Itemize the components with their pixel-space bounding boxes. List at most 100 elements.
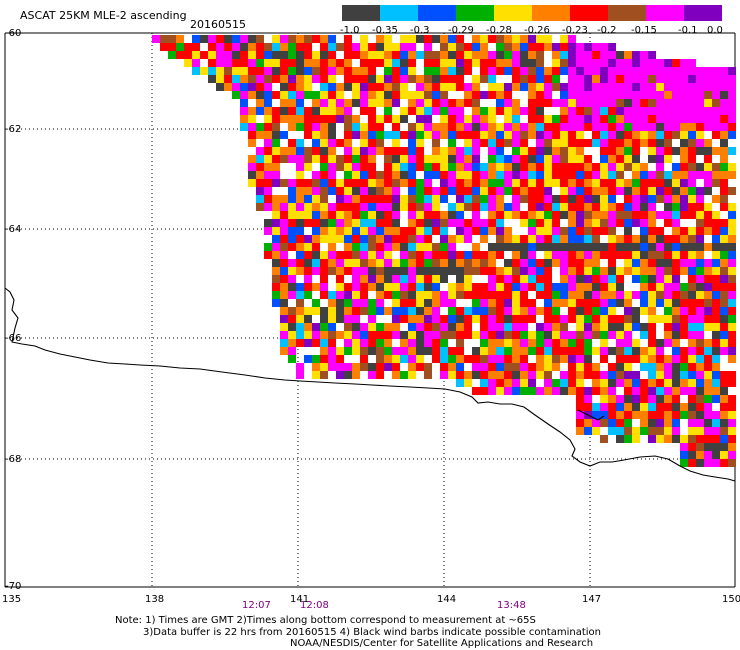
data-pixel: [496, 67, 504, 75]
colorbar-label: -0.26: [524, 25, 550, 36]
data-pixel: [640, 419, 648, 427]
data-pixel: [368, 323, 376, 331]
data-pixel: [296, 75, 304, 83]
data-pixel: [320, 59, 328, 67]
data-pixel: [472, 339, 480, 347]
data-pixel: [344, 219, 352, 227]
data-pixel: [528, 299, 536, 307]
data-pixel: [640, 251, 648, 259]
data-pixel: [400, 75, 408, 83]
data-pixel: [568, 67, 576, 75]
data-pixel: [488, 323, 496, 331]
data-pixel: [384, 123, 392, 131]
data-pixel: [680, 179, 688, 187]
data-pixel: [688, 139, 696, 147]
data-pixel: [616, 51, 624, 59]
data-pixel: [560, 75, 568, 83]
data-pixel: [672, 275, 680, 283]
data-pixel: [400, 59, 408, 67]
data-pixel: [680, 163, 688, 171]
data-pixel: [352, 59, 360, 67]
data-pixel: [656, 243, 664, 251]
data-pixel: [632, 435, 640, 443]
data-pixel: [368, 171, 376, 179]
data-pixel: [552, 379, 560, 387]
data-pixel: [688, 243, 696, 251]
data-pixel: [472, 323, 480, 331]
data-pixel: [360, 219, 368, 227]
data-pixel: [320, 227, 328, 235]
data-pixel: [304, 323, 312, 331]
data-pixel: [520, 363, 528, 371]
data-pixel: [664, 131, 672, 139]
data-grid: [152, 35, 736, 467]
data-pixel: [336, 179, 344, 187]
data-pixel: [560, 243, 568, 251]
data-pixel: [696, 347, 704, 355]
data-pixel: [288, 227, 296, 235]
data-pixel: [656, 275, 664, 283]
data-pixel: [408, 219, 416, 227]
data-pixel: [576, 307, 584, 315]
data-pixel: [600, 243, 608, 251]
data-pixel: [560, 315, 568, 323]
data-pixel: [320, 43, 328, 51]
data-pixel: [408, 307, 416, 315]
data-pixel: [504, 51, 512, 59]
data-pixel: [272, 163, 280, 171]
data-pixel: [392, 259, 400, 267]
data-pixel: [240, 75, 248, 83]
data-pixel: [424, 91, 432, 99]
data-pixel: [712, 403, 720, 411]
data-pixel: [664, 227, 672, 235]
data-pixel: [536, 347, 544, 355]
data-pixel: [304, 99, 312, 107]
data-pixel: [648, 203, 656, 211]
data-pixel: [320, 355, 328, 363]
data-pixel: [576, 203, 584, 211]
data-pixel: [320, 315, 328, 323]
data-pixel: [664, 83, 672, 91]
data-pixel: [720, 451, 728, 459]
data-pixel: [672, 179, 680, 187]
lon-label: 138: [145, 594, 165, 605]
data-pixel: [320, 35, 328, 43]
data-pixel: [688, 67, 696, 75]
data-pixel: [592, 179, 600, 187]
lon-label: 141: [290, 594, 310, 605]
data-pixel: [488, 355, 496, 363]
data-pixel: [472, 147, 480, 155]
data-pixel: [408, 275, 416, 283]
data-pixel: [648, 427, 656, 435]
data-pixel: [368, 51, 376, 59]
data-pixel: [520, 251, 528, 259]
data-pixel: [624, 67, 632, 75]
data-pixel: [464, 147, 472, 155]
data-pixel: [712, 411, 720, 419]
data-pixel: [320, 347, 328, 355]
data-pixel: [720, 139, 728, 147]
data-pixel: [504, 211, 512, 219]
data-pixel: [664, 347, 672, 355]
data-pixel: [592, 59, 600, 67]
data-pixel: [440, 75, 448, 83]
data-pixel: [392, 299, 400, 307]
data-pixel: [624, 355, 632, 363]
data-pixel: [472, 299, 480, 307]
data-pixel: [552, 91, 560, 99]
data-pixel: [288, 179, 296, 187]
data-pixel: [528, 43, 536, 51]
data-pixel: [304, 91, 312, 99]
data-pixel: [680, 395, 688, 403]
data-pixel: [520, 387, 528, 395]
data-pixel: [624, 51, 632, 59]
data-pixel: [504, 227, 512, 235]
data-pixel: [288, 251, 296, 259]
colorbar-swatch-6: [532, 5, 570, 21]
data-pixel: [312, 347, 320, 355]
data-pixel: [624, 403, 632, 411]
data-pixel: [280, 163, 288, 171]
data-pixel: [384, 43, 392, 51]
data-pixel: [712, 227, 720, 235]
data-pixel: [656, 379, 664, 387]
